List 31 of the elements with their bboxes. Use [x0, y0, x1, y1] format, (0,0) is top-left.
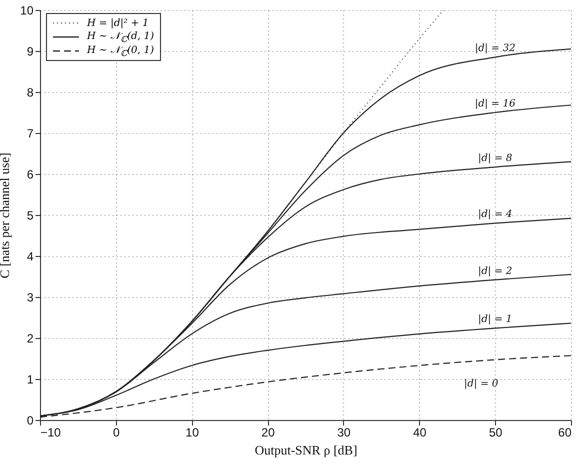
y-tick-label: 4 [26, 250, 34, 264]
series-label: |d| = 4 [478, 209, 512, 220]
annotation: H ∼ 𝒩$_{ℂ}$(0, 1) [87, 44, 154, 58]
series-label: |d| = 0 [464, 378, 499, 390]
series-label: |d| = 32 [474, 43, 516, 54]
x-tick-label: 10 [186, 426, 200, 440]
series-label: |d| = 2 [478, 266, 512, 277]
legend-label: H = |d|² + 1 [87, 18, 149, 28]
annotation: H ∼ 𝒩$_{ℂ}$(d, 1) [87, 30, 154, 44]
y-tick-label: 3 [26, 290, 34, 304]
series-label: |d| = 16 [474, 98, 516, 110]
y-tick-label: 2 [26, 332, 34, 346]
series-label: |d| = 1 [478, 314, 512, 326]
y-tick-label: 7 [26, 126, 34, 140]
y-tick-label: 8 [26, 86, 34, 100]
y-tick-label: 10 [20, 4, 34, 18]
y-tick-label: 9 [26, 44, 34, 58]
y-axis-title: C [nats per channel use] [0, 152, 12, 278]
x-tick-label: 20 [261, 426, 276, 440]
y-tick-label: 5 [26, 208, 34, 222]
x-tick-label: 40 [413, 426, 427, 440]
x-tick-label: 0 [113, 426, 120, 440]
x-tick-label: 50 [488, 426, 503, 440]
y-tick-label: 6 [26, 168, 34, 182]
x-tick-label: −10 [40, 426, 62, 440]
x-tick-label: 30 [337, 426, 351, 440]
x-axis-title: Output-SNR ρ [dB] [254, 442, 358, 458]
series-label: |d| = 8 [478, 153, 512, 164]
y-tick-label: 1 [26, 372, 34, 386]
y-tick-label: 0 [26, 414, 34, 428]
x-tick-label: 60 [558, 426, 572, 440]
